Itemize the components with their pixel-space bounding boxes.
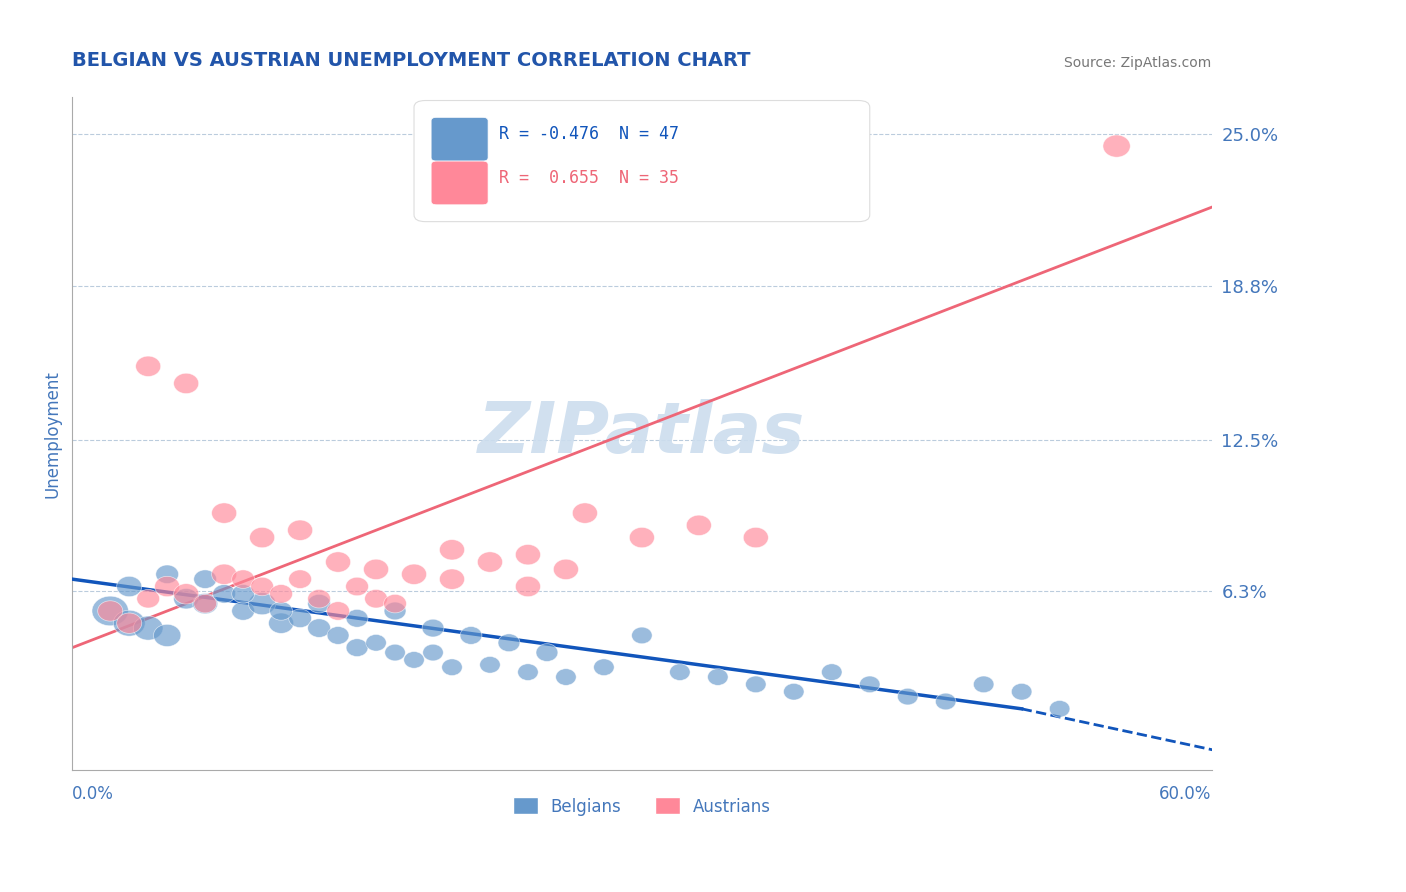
Ellipse shape <box>250 527 274 548</box>
Ellipse shape <box>744 527 768 548</box>
Y-axis label: Unemployment: Unemployment <box>44 369 60 498</box>
Ellipse shape <box>384 602 406 620</box>
Ellipse shape <box>440 540 464 560</box>
Ellipse shape <box>364 559 388 580</box>
Ellipse shape <box>269 613 294 633</box>
Ellipse shape <box>91 596 128 626</box>
Ellipse shape <box>384 594 406 613</box>
Ellipse shape <box>516 544 540 565</box>
Ellipse shape <box>135 356 160 376</box>
FancyBboxPatch shape <box>432 118 488 161</box>
Ellipse shape <box>440 569 464 590</box>
Ellipse shape <box>707 669 728 685</box>
Ellipse shape <box>156 565 179 583</box>
Ellipse shape <box>441 659 463 675</box>
Ellipse shape <box>516 576 540 597</box>
Ellipse shape <box>194 594 217 613</box>
Ellipse shape <box>973 676 994 693</box>
Ellipse shape <box>593 659 614 675</box>
Ellipse shape <box>897 689 918 705</box>
Ellipse shape <box>173 373 198 393</box>
Ellipse shape <box>935 693 956 710</box>
Ellipse shape <box>288 520 312 541</box>
Text: R =  0.655  N = 35: R = 0.655 N = 35 <box>499 169 679 187</box>
Ellipse shape <box>155 576 180 597</box>
Ellipse shape <box>212 564 236 584</box>
Text: 0.0%: 0.0% <box>72 785 114 804</box>
Ellipse shape <box>1102 135 1130 157</box>
Ellipse shape <box>630 527 654 548</box>
Ellipse shape <box>193 593 218 614</box>
Ellipse shape <box>478 552 502 572</box>
Ellipse shape <box>288 609 312 628</box>
Ellipse shape <box>249 592 276 615</box>
Text: 60.0%: 60.0% <box>1159 785 1212 804</box>
Ellipse shape <box>326 552 350 572</box>
Ellipse shape <box>1011 683 1032 700</box>
Ellipse shape <box>555 669 576 685</box>
Ellipse shape <box>346 577 368 596</box>
Ellipse shape <box>212 503 236 524</box>
Ellipse shape <box>173 589 198 609</box>
Ellipse shape <box>326 602 350 620</box>
Ellipse shape <box>364 590 388 608</box>
Ellipse shape <box>114 610 145 636</box>
Ellipse shape <box>572 503 598 524</box>
Ellipse shape <box>498 634 520 652</box>
Ellipse shape <box>117 613 142 633</box>
Ellipse shape <box>134 616 163 640</box>
Ellipse shape <box>136 590 159 608</box>
FancyBboxPatch shape <box>432 161 488 205</box>
Ellipse shape <box>385 644 405 661</box>
Ellipse shape <box>97 601 122 621</box>
Ellipse shape <box>270 584 292 603</box>
Text: BELGIAN VS AUSTRIAN UNEMPLOYMENT CORRELATION CHART: BELGIAN VS AUSTRIAN UNEMPLOYMENT CORRELA… <box>72 51 751 70</box>
Ellipse shape <box>366 634 387 651</box>
Ellipse shape <box>423 644 443 661</box>
Ellipse shape <box>212 584 236 603</box>
Ellipse shape <box>859 676 880 693</box>
Ellipse shape <box>686 516 711 535</box>
Ellipse shape <box>1049 700 1070 717</box>
Ellipse shape <box>232 570 254 589</box>
Ellipse shape <box>536 644 558 662</box>
Ellipse shape <box>346 639 368 657</box>
Ellipse shape <box>554 559 578 580</box>
Ellipse shape <box>821 664 842 681</box>
Ellipse shape <box>460 626 482 644</box>
Ellipse shape <box>783 683 804 700</box>
Ellipse shape <box>328 626 349 644</box>
Ellipse shape <box>422 619 444 637</box>
Ellipse shape <box>153 624 181 647</box>
Ellipse shape <box>250 577 274 596</box>
Ellipse shape <box>517 664 538 681</box>
Ellipse shape <box>308 619 330 638</box>
Ellipse shape <box>270 602 292 620</box>
Ellipse shape <box>404 651 425 668</box>
Ellipse shape <box>173 583 198 604</box>
Ellipse shape <box>669 664 690 681</box>
Text: R = -0.476  N = 47: R = -0.476 N = 47 <box>499 125 679 143</box>
FancyBboxPatch shape <box>413 101 870 221</box>
Legend: Belgians, Austrians: Belgians, Austrians <box>506 790 778 822</box>
Ellipse shape <box>288 570 312 589</box>
Ellipse shape <box>232 602 254 620</box>
Ellipse shape <box>308 594 330 613</box>
Text: ZIPatlas: ZIPatlas <box>478 399 806 468</box>
Ellipse shape <box>308 590 330 608</box>
Ellipse shape <box>631 627 652 644</box>
Ellipse shape <box>346 609 368 627</box>
Ellipse shape <box>232 584 254 603</box>
Ellipse shape <box>117 576 142 597</box>
Ellipse shape <box>479 657 501 673</box>
Ellipse shape <box>402 564 426 584</box>
Ellipse shape <box>194 570 217 589</box>
Ellipse shape <box>745 676 766 693</box>
Text: Source: ZipAtlas.com: Source: ZipAtlas.com <box>1064 56 1212 70</box>
